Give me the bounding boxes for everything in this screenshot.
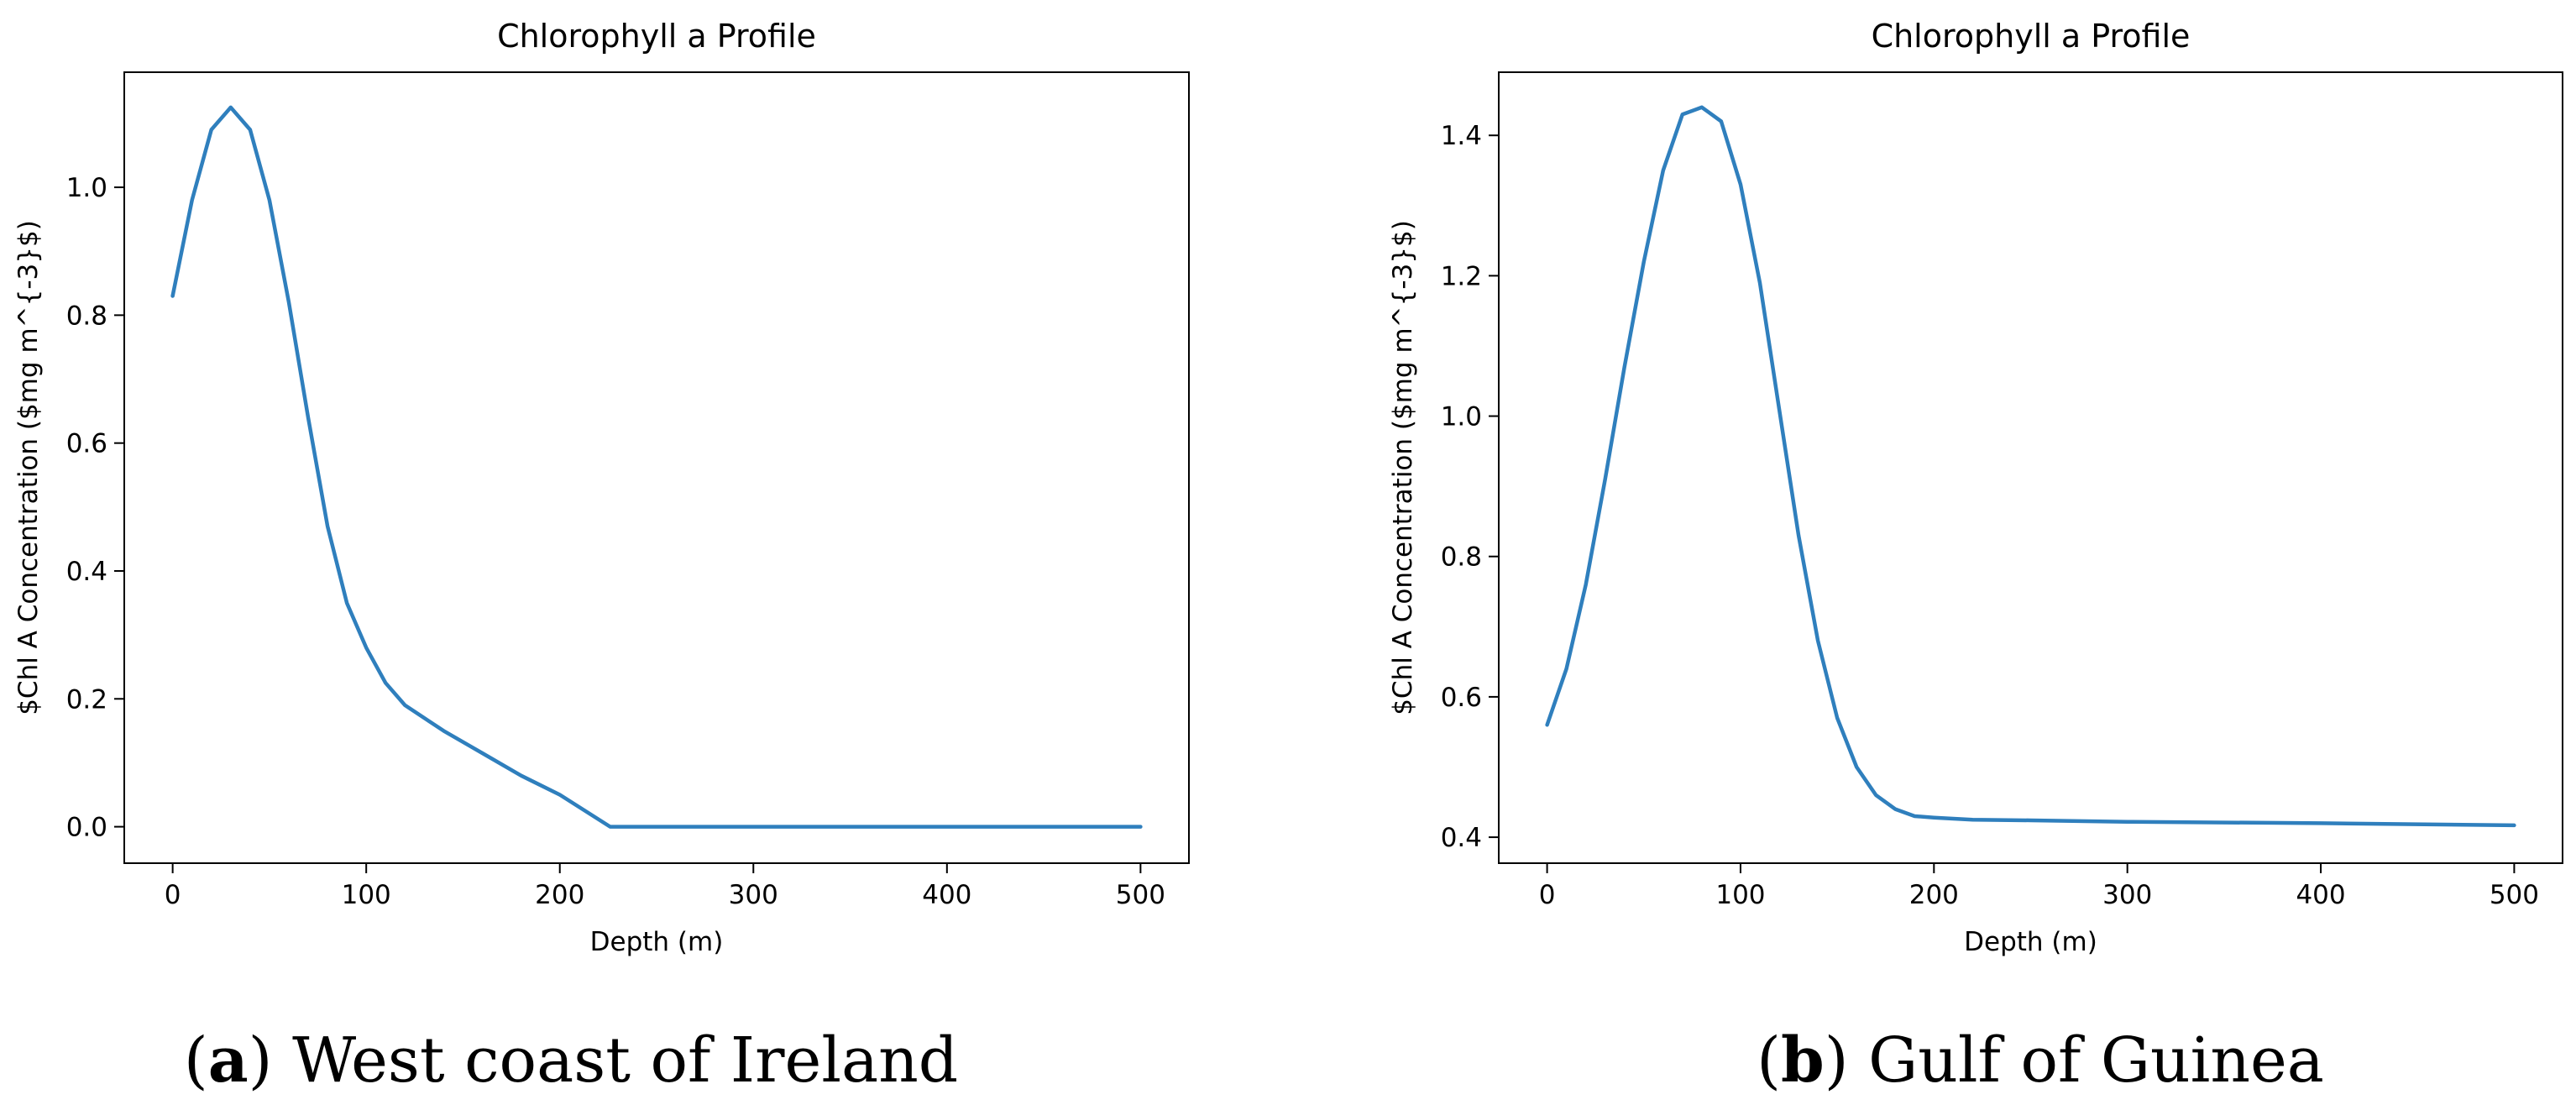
caption-b: (b) Gulf of Guinea	[1757, 1024, 2324, 1097]
x-tick-label: 500	[1116, 880, 1165, 910]
caption-letter: a	[207, 1024, 249, 1097]
x-tick-label: 200	[535, 880, 584, 910]
chart-panel-a: 0 100 200 300 400 500 0.0 0.2 0.4 0.6 0.8 1.0 Chloro…	[13, 18, 1190, 957]
y-tick-label: 0.8	[66, 301, 107, 331]
y-tick-label: 0.2	[66, 684, 107, 715]
y-tick-label: 0.4	[66, 557, 107, 587]
x-tick-label: 200	[1909, 880, 1959, 910]
y-axis-label: $Chl A Concentration ($mg m^{-3}$)	[1388, 220, 1418, 715]
chart-panel-b: 0 100 200 300 400 500 0.4 0.6 0.8 1.0 1.2 1.4 Chloro…	[1388, 18, 2563, 957]
x-tick-label: 100	[342, 880, 391, 910]
series-line	[1545, 105, 2516, 828]
x-tick-label: 400	[922, 880, 971, 910]
y-tick-label: 0.4	[1441, 823, 1482, 853]
caption-a: (a) West coast of Ireland	[183, 1024, 959, 1097]
x-tick-label: 0	[1539, 880, 1556, 910]
y-axis-label: $Chl A Concentration ($mg m^{-3}$)	[13, 220, 44, 715]
x-axis-label: Depth (m)	[1964, 927, 2097, 957]
x-tick-label: 500	[2490, 880, 2539, 910]
caption-text: Gulf of Guinea	[1868, 1024, 2324, 1097]
caption-text: West coast of Ireland	[292, 1024, 959, 1097]
x-axis-label: Depth (m)	[590, 927, 724, 957]
plot-frame	[123, 71, 1190, 864]
caption-letter: b	[1780, 1024, 1825, 1097]
y-tick-label: 0.6	[66, 429, 107, 459]
x-tick-label: 0	[165, 880, 181, 910]
x-tick-label: 300	[729, 880, 778, 910]
x-tick-label: 300	[2102, 880, 2152, 910]
y-tick-label: 1.0	[66, 173, 107, 203]
series-line	[170, 105, 1143, 829]
y-tick-label: 0.0	[66, 813, 107, 843]
chart-title: Chlorophyll a Profile	[1872, 18, 2191, 55]
y-tick-label: 1.0	[1441, 402, 1482, 432]
x-tick-label: 100	[1715, 880, 1765, 910]
plot-frame	[1498, 71, 2563, 864]
y-tick-label: 0.6	[1441, 683, 1482, 713]
y-tick-label: 0.8	[1441, 542, 1482, 573]
y-tick-label: 1.2	[1441, 261, 1482, 291]
chart-title: Chlorophyll a Profile	[497, 18, 816, 55]
x-tick-label: 400	[2296, 880, 2345, 910]
y-tick-label: 1.4	[1441, 121, 1482, 151]
